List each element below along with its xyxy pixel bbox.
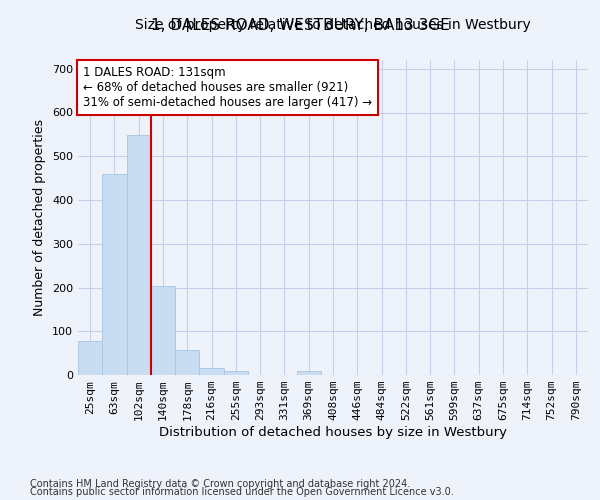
Bar <box>199 368 224 375</box>
Text: 1, DALES ROAD, WESTBURY, BA13 3GE: 1, DALES ROAD, WESTBURY, BA13 3GE <box>151 18 449 32</box>
Bar <box>102 174 127 375</box>
Y-axis label: Number of detached properties: Number of detached properties <box>34 119 46 316</box>
Bar <box>151 286 175 375</box>
Text: 1 DALES ROAD: 131sqm
← 68% of detached houses are smaller (921)
31% of semi-deta: 1 DALES ROAD: 131sqm ← 68% of detached h… <box>83 66 372 110</box>
Bar <box>296 370 321 375</box>
X-axis label: Distribution of detached houses by size in Westbury: Distribution of detached houses by size … <box>159 426 507 439</box>
Text: Contains public sector information licensed under the Open Government Licence v3: Contains public sector information licen… <box>30 487 454 497</box>
Bar <box>127 135 151 375</box>
Bar <box>175 350 199 375</box>
Bar <box>224 370 248 375</box>
Title: Size of property relative to detached houses in Westbury: Size of property relative to detached ho… <box>135 18 531 32</box>
Bar <box>78 341 102 375</box>
Text: Contains HM Land Registry data © Crown copyright and database right 2024.: Contains HM Land Registry data © Crown c… <box>30 479 410 489</box>
